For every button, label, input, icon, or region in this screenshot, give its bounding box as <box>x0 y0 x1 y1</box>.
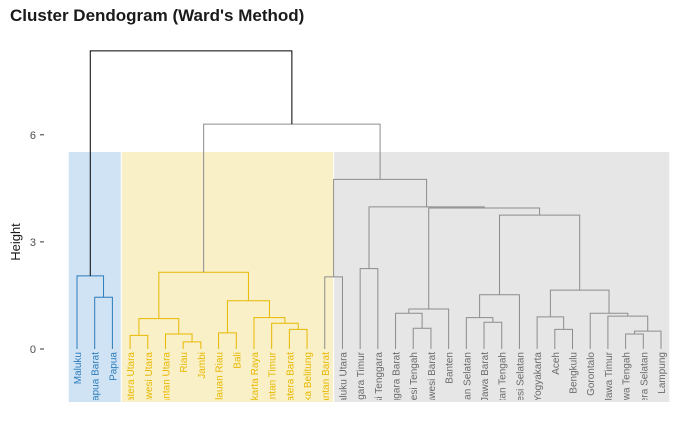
leaf-label: Kalimantan Utara <box>161 352 172 430</box>
leaf-label: Maluku <box>73 352 84 384</box>
leaf-label: Nusa Tenggara Barat <box>392 352 403 432</box>
y-tick-label: 0 <box>30 344 36 356</box>
leaf-label: Sumatera Barat <box>285 352 296 422</box>
cluster-box-c3 <box>334 152 670 402</box>
leaf-label: Jawa Barat <box>480 352 491 402</box>
leaf-label: Sulawesi Barat <box>427 352 438 419</box>
chart-title: Cluster Dendogram (Ward's Method) <box>10 6 305 25</box>
cluster-boxes <box>68 152 670 402</box>
leaf-label: Papua <box>108 352 119 381</box>
leaf-label: Sulawesi Utara <box>144 352 155 420</box>
cluster-box-c2 <box>121 152 334 402</box>
y-tick-label: 3 <box>30 237 36 249</box>
leaf-label: Riau <box>179 352 190 373</box>
leaf-label: Bengkulu <box>569 352 580 394</box>
dendrogram-link-ROOT <box>89 50 293 276</box>
leaf-labels: Maluku Papua Barat Papua Sumatera Utara Sula… <box>73 351 668 432</box>
leaf-label: Lampung <box>657 352 668 394</box>
leaf-label: Bali <box>232 352 243 369</box>
leaf-label: DI Yogyakarta <box>533 352 544 415</box>
leaf-label: Nusa Tenggara Timur <box>356 351 367 432</box>
y-axis-label: Height <box>8 223 23 261</box>
leaf-label: Kepulauan Riau <box>215 352 226 423</box>
y-axis: Height 0 3 6 <box>8 130 44 356</box>
leaf-label: Sulawesi Tengah <box>409 352 420 427</box>
leaf-label: Aceh <box>551 352 562 375</box>
leaf-label: Papua Barat <box>91 352 102 408</box>
leaf-label: Maluku Utara <box>338 352 349 412</box>
leaf-label: DKI Jakarta Raya <box>250 352 261 431</box>
leaf-label: Bangka Belitung <box>303 352 314 425</box>
leaf-label: Jawa Tengah <box>622 352 633 411</box>
y-tick-label: 6 <box>30 130 36 142</box>
leaf-label: Banten <box>445 352 456 384</box>
leaf-label: Sulawesi Selatan <box>515 352 526 429</box>
leaf-label: Sulawesi Tenggara <box>374 352 385 432</box>
leaf-label: Kalimantan Barat <box>321 352 332 429</box>
leaf-label: Jambi <box>197 352 208 379</box>
leaf-label: Gorontalo <box>586 352 597 396</box>
leaf-label: Sumatera Selatan <box>639 352 650 432</box>
dendrogram-links <box>76 50 662 349</box>
leaf-label: Kalimantan Tengah <box>498 352 509 432</box>
leaf-label: Sumatera Utara <box>126 352 137 423</box>
leaf-label: Jawa Timur <box>604 351 615 403</box>
leaf-label: Kalimantan Timur <box>268 351 279 429</box>
leaf-label: Kalimantan Selatan <box>462 352 473 432</box>
